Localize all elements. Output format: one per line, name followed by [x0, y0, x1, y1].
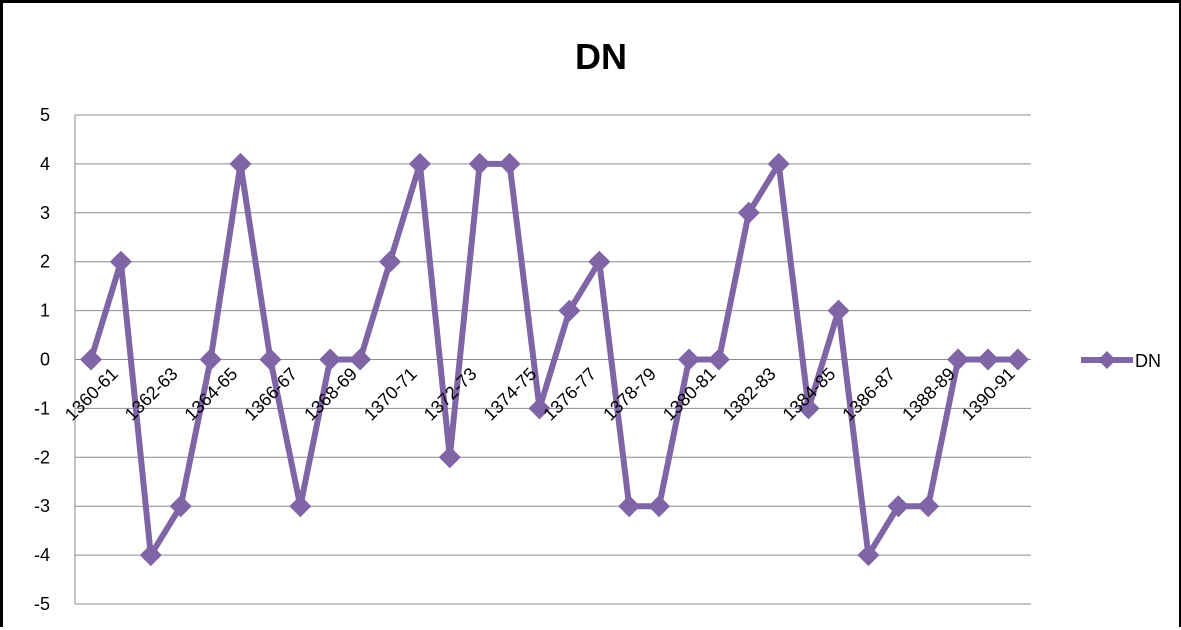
data-point-marker [857, 544, 880, 567]
legend-label-dn: DN [1135, 351, 1161, 371]
x-tick-label: 1370-71 [360, 364, 421, 425]
data-point-marker [528, 397, 551, 420]
x-tick-label: 1360-61 [61, 364, 122, 425]
data-point-marker [408, 152, 431, 175]
data-point-marker [648, 495, 671, 518]
data-point-marker [678, 348, 700, 371]
x-tick-label: 1390-91 [958, 364, 1019, 425]
data-point-marker [1006, 348, 1029, 371]
data-point-marker [737, 201, 760, 224]
data-point-marker [498, 152, 521, 175]
data-point-marker [379, 250, 401, 273]
data-point-marker [767, 152, 790, 175]
data-point-marker [199, 348, 222, 371]
x-tick-label: 1364-65 [181, 364, 242, 425]
y-tick-label: 5 [40, 105, 50, 125]
data-point-marker [618, 495, 641, 518]
y-tick-label: 4 [40, 154, 50, 174]
data-point-marker [707, 348, 730, 371]
data-point-marker [887, 495, 910, 518]
y-axis-tick-labels: 5 4 3 2 1 0 -1 -2 -3 -4 -5 [34, 105, 50, 614]
data-point-marker [947, 348, 970, 371]
data-point-marker [558, 299, 581, 322]
data-point-marker [797, 397, 820, 420]
x-tick-label: 1372-73 [420, 364, 481, 425]
data-point-marker [259, 348, 282, 371]
y-tick-label: 1 [40, 301, 50, 321]
x-tick-label: 1368-69 [300, 364, 361, 425]
data-point-marker [229, 152, 252, 175]
series-line-dn [88, 160, 1018, 559]
data-point-marker [169, 495, 192, 518]
y-tick-label: -5 [34, 594, 50, 614]
y-tick-label: 3 [40, 203, 50, 223]
y-tick-label: -4 [34, 545, 50, 565]
data-point-marker [438, 446, 461, 469]
y-tick-label: 2 [40, 252, 50, 272]
x-tick-label: 1380-81 [659, 364, 720, 425]
data-point-marker [109, 250, 132, 273]
data-point-marker [468, 152, 491, 175]
data-point-marker [977, 348, 999, 371]
data-point-marker [917, 495, 940, 518]
y-tick-label: -3 [34, 496, 50, 516]
x-tick-label: 1382-83 [719, 364, 780, 425]
legend-marker [1098, 351, 1116, 369]
series-dn [80, 152, 1029, 567]
data-point-marker [319, 348, 342, 371]
data-point-marker [80, 348, 102, 371]
chart-title: DN [575, 36, 627, 77]
data-point-marker [588, 250, 611, 273]
x-tick-label: 1374-75 [480, 364, 541, 425]
data-point-marker [139, 544, 162, 567]
data-point-marker [349, 348, 372, 371]
y-tick-label: 0 [40, 350, 50, 370]
data-point-marker [289, 495, 312, 518]
y-tick-label: -1 [34, 398, 50, 418]
y-tick-label: -2 [34, 447, 50, 467]
data-point-marker [827, 299, 850, 322]
x-tick-label: 1378-79 [599, 364, 660, 425]
legend: DN [1081, 351, 1161, 371]
